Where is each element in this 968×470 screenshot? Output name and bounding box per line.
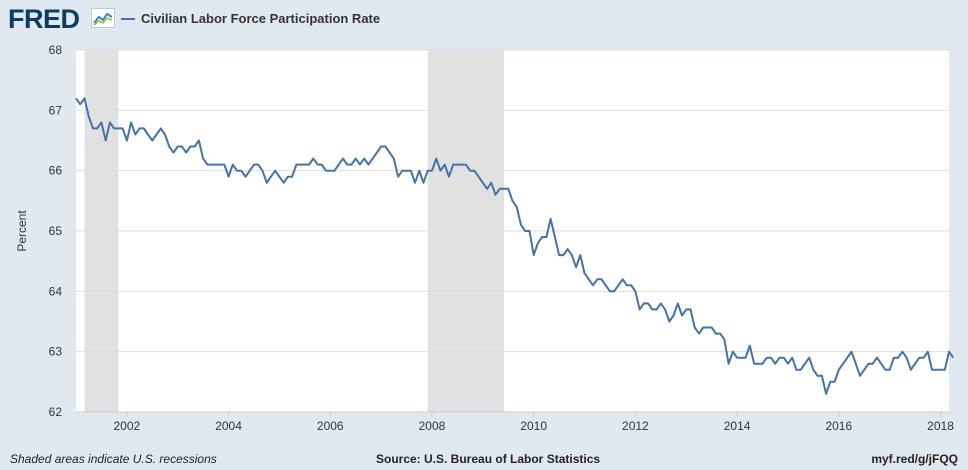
y-tick-label: 63 bbox=[49, 345, 63, 359]
legend-label: Civilian Labor Force Participation Rate bbox=[141, 11, 381, 26]
x-tick-label: 2018 bbox=[927, 419, 954, 433]
y-tick-label: 65 bbox=[49, 224, 63, 238]
series-line bbox=[75, 97, 955, 395]
x-tick-label: 2004 bbox=[215, 419, 242, 433]
short-link[interactable]: myf.red/g/jFQQ bbox=[871, 452, 958, 466]
source-credit: Source: U.S. Bureau of Labor Statistics bbox=[376, 452, 601, 466]
x-tick-label: 2012 bbox=[622, 419, 649, 433]
fred-logo[interactable]: FRED bbox=[8, 4, 80, 34]
legend[interactable]: Civilian Labor Force Participation Rate bbox=[121, 11, 380, 26]
y-tick-label: 67 bbox=[49, 103, 63, 117]
y-tick-label: 66 bbox=[49, 164, 63, 178]
x-tick-label: 2002 bbox=[114, 419, 141, 433]
x-tick-label: 2008 bbox=[419, 419, 446, 433]
chart-footer: Shaded areas indicate U.S. recessions So… bbox=[0, 449, 968, 470]
x-tick-label: 2016 bbox=[825, 419, 852, 433]
x-tick-label: 2014 bbox=[724, 419, 751, 433]
x-tick-label: 2010 bbox=[520, 419, 547, 433]
x-tick-label: 2006 bbox=[317, 419, 344, 433]
fred-chart-icon bbox=[91, 8, 115, 28]
y-axis-label: Percent bbox=[15, 210, 29, 252]
y-tick-label: 62 bbox=[49, 405, 63, 419]
y-tick-label: 68 bbox=[49, 43, 63, 57]
chart-header: FRED Civilian Labor Force Participation … bbox=[0, 0, 968, 40]
y-tick-label: 64 bbox=[49, 284, 63, 298]
legend-swatch bbox=[121, 17, 135, 20]
recession-note: Shaded areas indicate U.S. recessions bbox=[10, 452, 217, 466]
line-chart: 62 63 64 65 66 67 68 2002 2004 2006 2008 2010 2012 20… bbox=[15, 43, 955, 433]
